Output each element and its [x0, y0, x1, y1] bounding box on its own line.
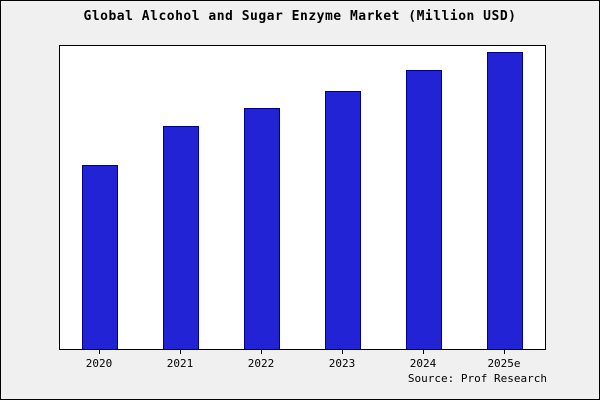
bar-2020 — [82, 165, 118, 349]
x-axis-tick — [99, 350, 100, 354]
x-axis-tick — [180, 350, 181, 354]
x-tick-label-2020: 2020 — [85, 357, 113, 370]
x-tick-label-2023: 2023 — [328, 357, 356, 370]
bar-2021 — [163, 126, 199, 349]
x-axis-tick — [261, 350, 262, 354]
bar-2023 — [325, 91, 361, 349]
x-axis-tick — [504, 350, 505, 354]
x-axis-tick — [423, 350, 424, 354]
x-tick-label-2024: 2024 — [409, 357, 437, 370]
x-axis-tick — [342, 350, 343, 354]
bar-2024 — [406, 70, 442, 349]
plot-area — [59, 45, 546, 350]
bar-2025e — [487, 52, 523, 349]
chart-title: Global Alcohol and Sugar Enzyme Market (… — [83, 9, 517, 24]
source-note: Source: Prof Research — [407, 372, 547, 385]
x-tick-label-2021: 2021 — [166, 357, 194, 370]
x-tick-label-2025e: 2025e — [487, 357, 521, 370]
bar-2022 — [244, 108, 280, 349]
x-tick-label-2022: 2022 — [247, 357, 275, 370]
